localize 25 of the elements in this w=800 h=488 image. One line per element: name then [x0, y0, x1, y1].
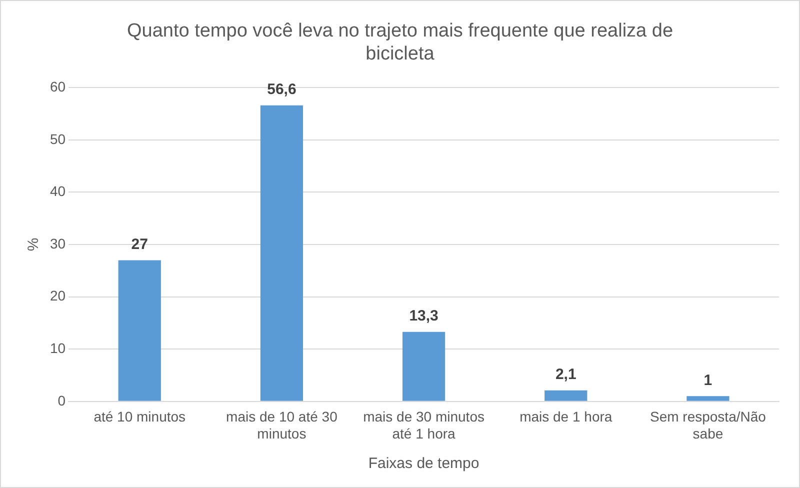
data-label: 2,1 — [555, 366, 576, 384]
data-label: 13,3 — [409, 307, 438, 324]
bar — [260, 105, 304, 401]
bar — [544, 390, 588, 401]
x-tick-label: mais de 10 até 30 minutos — [226, 408, 338, 442]
y-axis-title: % — [25, 238, 42, 252]
chart-title: Quanto tempo você leva no trajeto mais frequente que realiza de bicicleta — [126, 20, 674, 64]
x-tick-label: Sem resposta/Não sabe — [650, 408, 766, 442]
y-tick-label: 50 — [50, 130, 66, 147]
bar — [686, 396, 730, 401]
bar — [402, 332, 446, 401]
y-tick-label: 30 — [50, 235, 66, 252]
x-axis-title: Faixas de tempo — [368, 455, 480, 472]
y-tick-label: 0 — [58, 392, 66, 408]
x-tick-label: mais de 1 hora — [520, 408, 612, 425]
x-tick-label: mais de 30 minutos até 1 hora — [363, 408, 484, 442]
data-label: 27 — [131, 236, 148, 253]
y-tick-label: 10 — [50, 340, 66, 356]
y-tick-label: 20 — [50, 288, 66, 304]
y-tick-label: 60 — [50, 78, 66, 94]
x-tick-label: até 10 minutos — [94, 408, 186, 425]
bar — [118, 260, 161, 401]
data-label: 1 — [704, 372, 712, 389]
y-tick-label: 40 — [50, 183, 66, 200]
data-label: 56,6 — [267, 81, 296, 98]
